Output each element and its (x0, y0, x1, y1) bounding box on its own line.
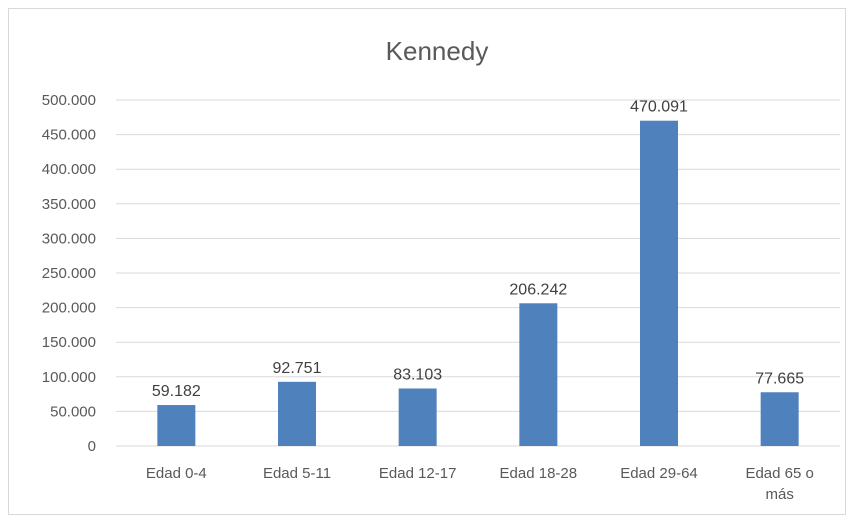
y-tick-label: 0 (88, 438, 96, 455)
chart-title: Kennedy (386, 36, 489, 66)
y-tick-label: 200.000 (42, 300, 96, 317)
x-tick-label: Edad 5-11 (263, 465, 331, 482)
y-tick-label: 300.000 (42, 230, 96, 247)
bar (519, 303, 558, 446)
y-tick-label: 50.000 (50, 403, 96, 420)
bar (640, 120, 678, 447)
data-label: 92.751 (273, 360, 322, 377)
x-tick-label: Edad 29-64 (620, 465, 698, 482)
data-label: 83.103 (393, 366, 442, 383)
x-tick-label: Edad 65 o (745, 465, 813, 482)
bar (398, 388, 437, 446)
x-tick-label: Edad 12-17 (379, 465, 457, 482)
bar (157, 405, 196, 446)
x-tick-label: más (765, 486, 793, 503)
bar (278, 381, 316, 446)
x-tick-label: Edad 18-28 (500, 465, 578, 482)
y-tick-label: 250.000 (42, 265, 96, 282)
y-tick-label: 350.000 (42, 196, 96, 213)
x-tick-label: Edad 0-4 (146, 465, 207, 482)
y-tick-label: 400.000 (42, 161, 96, 178)
data-label: 77.665 (755, 370, 804, 387)
data-label: 59.182 (152, 383, 201, 400)
data-label: 470.091 (630, 99, 688, 116)
bar (760, 392, 799, 446)
y-tick-label: 100.000 (42, 369, 96, 386)
y-tick-label: 450.000 (42, 127, 96, 144)
y-tick-label: 500.000 (42, 92, 96, 109)
data-label: 206.242 (509, 281, 567, 298)
y-tick-label: 150.000 (42, 334, 96, 351)
